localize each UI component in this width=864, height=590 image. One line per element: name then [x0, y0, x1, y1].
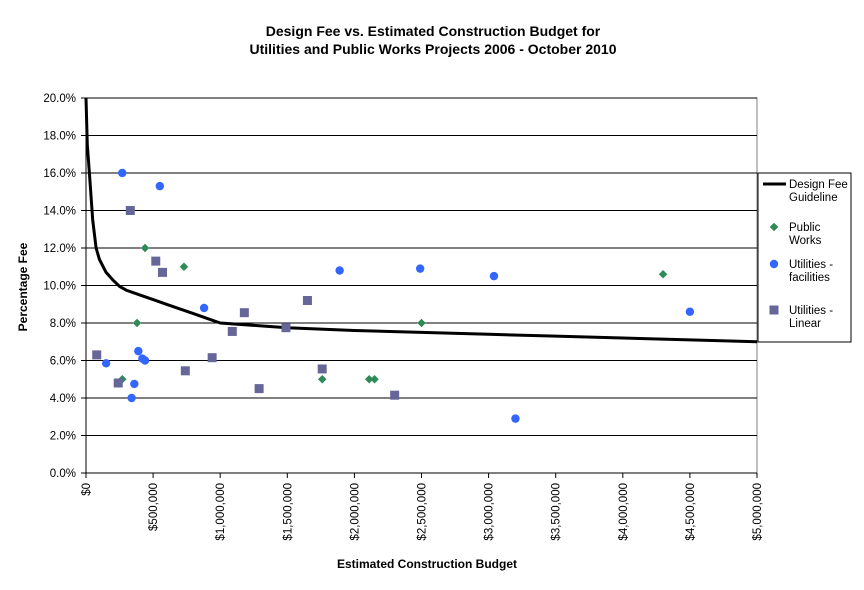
utilities-linear-point: [254, 384, 264, 394]
public-works-point: [370, 374, 379, 384]
legend-entry-public-works-label: Public: [789, 222, 821, 234]
utilities-facilities-point: [127, 393, 136, 403]
x-tick-label: $3,000,000: [484, 483, 496, 541]
x-tick-label: $500,000: [148, 483, 160, 531]
x-tick-label: $0: [81, 483, 93, 496]
x-tick-label: $2,500,000: [417, 483, 429, 541]
utilities-facilities-point: [155, 181, 165, 191]
utilities-facilities-point: [140, 356, 150, 365]
utilities-linear-point: [125, 206, 135, 215]
utilities-facilities-point: [335, 266, 344, 275]
utilities-facilities-point: [101, 359, 111, 368]
utilities-linear-point: [227, 326, 237, 336]
legend-swatch-marker: [769, 222, 779, 232]
legend-swatch-marker: [769, 305, 779, 315]
x-tick-label: $4,000,000: [618, 483, 630, 541]
x-tick-label: $5,000,000: [752, 483, 764, 541]
legend-entry-utilities-linear-label: Linear: [789, 318, 821, 330]
legend-entry-guideline-label: Guideline: [789, 192, 838, 204]
utilities-facilities-point: [134, 346, 143, 356]
public-works-point: [132, 318, 142, 328]
utilities-facilities-point: [489, 271, 499, 281]
y-tick-label: 6.0%: [50, 356, 76, 368]
utilities-linear-point: [207, 353, 217, 363]
y-tick-label: 2.0%: [50, 431, 76, 443]
y-tick-label: 10.0%: [43, 281, 76, 293]
utilities-linear-point: [113, 378, 123, 388]
chart-title-line-2: Utilities and Public Works Projects 2006…: [250, 41, 617, 57]
utilities-facilities-point: [118, 168, 127, 178]
x-tick-label: $4,500,000: [685, 483, 697, 541]
utilities-linear-point: [239, 308, 249, 318]
utilities-linear-point: [390, 390, 400, 400]
guideline-curve: [84, 97, 758, 344]
utilities-facilities-point: [685, 307, 695, 316]
utilities-facilities-point: [199, 303, 209, 313]
x-tick-label: $2,000,000: [349, 483, 361, 541]
x-tick-label: $1,500,000: [282, 483, 294, 541]
y-tick-label: 18.0%: [43, 131, 76, 143]
x-tick-label: $1,000,000: [215, 483, 227, 541]
utilities-linear-point: [180, 366, 190, 376]
y-axis-title: Percentage Fee: [16, 242, 30, 331]
utilities-linear-point: [151, 256, 161, 266]
public-works-point: [317, 374, 327, 384]
y-tick-label: 0.0%: [50, 468, 76, 480]
utilities-linear-point: [157, 267, 167, 277]
legend-swatch-marker: [769, 259, 779, 269]
y-tick-label: 14.0%: [43, 206, 76, 218]
y-tick-label: 12.0%: [43, 243, 76, 255]
legend-entry-utilities-facilities-label: Utilities -: [789, 259, 833, 271]
legend-entry-guideline-label: Design Fee: [789, 179, 848, 191]
y-tick-label: 8.0%: [50, 318, 76, 330]
public-works-point: [658, 269, 668, 279]
legend-entry-public-works-label: Works: [789, 235, 822, 247]
utilities-facilities-point: [130, 379, 139, 389]
utilities-linear-point: [281, 323, 291, 333]
utilities-facilities-point: [415, 264, 425, 273]
y-tick-label: 16.0%: [43, 168, 76, 180]
utilities-linear-point: [317, 364, 327, 374]
y-tick-label: 20.0%: [43, 93, 76, 105]
plot-area: 0.0% 2.0% 4.0% 6.0% 8.0% 10.0% 12.0% 14.0% 16.0%…: [43, 93, 764, 541]
legend-entry-utilities-linear-label: Utilities -: [789, 305, 833, 317]
utilities-facilities-point: [511, 414, 520, 423]
public-works-point: [140, 243, 150, 253]
x-tick-label: $3,500,000: [551, 483, 563, 541]
utilities-linear-point: [92, 350, 102, 360]
chart-title-line-1: Design Fee vs. Estimated Construction Bu…: [266, 23, 601, 39]
y-tick-label: 4.0%: [50, 393, 76, 405]
legend-entry-utilities-facilities-label: facilities: [789, 272, 830, 284]
x-axis-title: Estimated Construction Budget: [337, 557, 517, 571]
utilities-linear-point: [302, 296, 312, 305]
public-works-point: [179, 262, 189, 272]
public-works-point: [417, 318, 426, 328]
